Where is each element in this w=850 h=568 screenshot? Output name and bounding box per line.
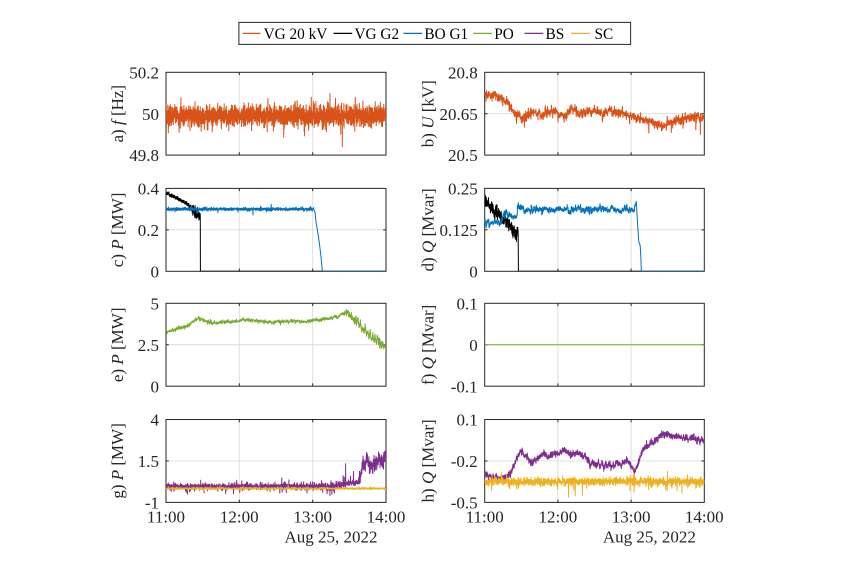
svg-text:-0.1: -0.1 bbox=[451, 377, 478, 396]
svg-text:49.8: 49.8 bbox=[129, 146, 159, 165]
svg-text:0: 0 bbox=[469, 262, 478, 281]
svg-text:12:00: 12:00 bbox=[220, 508, 259, 527]
svg-text:14:00: 14:00 bbox=[685, 508, 724, 527]
svg-text:Aug 25, 2022: Aug 25, 2022 bbox=[284, 528, 377, 547]
svg-text:11:00: 11:00 bbox=[147, 508, 185, 527]
svg-text:50.2: 50.2 bbox=[129, 63, 159, 82]
svg-text:0.2: 0.2 bbox=[138, 221, 159, 240]
svg-text:BO G1: BO G1 bbox=[424, 26, 468, 43]
svg-text:d) Q [Mvar]: d) Q [Mvar] bbox=[419, 188, 438, 271]
svg-text:5: 5 bbox=[151, 294, 160, 313]
svg-text:50: 50 bbox=[142, 105, 159, 124]
svg-text:0: 0 bbox=[469, 336, 478, 355]
svg-text:20.8: 20.8 bbox=[448, 63, 478, 82]
svg-text:4: 4 bbox=[151, 411, 160, 430]
svg-text:VG 20 kV: VG 20 kV bbox=[264, 26, 328, 43]
svg-text:f) Q [Mvar]: f) Q [Mvar] bbox=[419, 305, 438, 385]
svg-text:-0.2: -0.2 bbox=[451, 452, 478, 471]
svg-text:SC: SC bbox=[595, 26, 614, 43]
svg-text:-1: -1 bbox=[145, 494, 159, 513]
svg-text:0.25: 0.25 bbox=[448, 180, 478, 199]
svg-text:20.65: 20.65 bbox=[439, 105, 477, 124]
svg-text:g) P [MW]: g) P [MW] bbox=[108, 423, 127, 499]
svg-text:0.4: 0.4 bbox=[138, 180, 160, 199]
svg-text:14:00: 14:00 bbox=[367, 508, 406, 527]
svg-text:a) f [Hz]: a) f [Hz] bbox=[108, 85, 127, 143]
svg-text:0: 0 bbox=[151, 377, 160, 396]
svg-text:11:00: 11:00 bbox=[466, 508, 504, 527]
svg-text:BS: BS bbox=[546, 26, 565, 43]
svg-text:12:00: 12:00 bbox=[539, 508, 578, 527]
svg-text:0.1: 0.1 bbox=[456, 411, 477, 430]
svg-text:13:00: 13:00 bbox=[612, 508, 651, 527]
svg-text:PO: PO bbox=[494, 26, 514, 43]
svg-text:2.5: 2.5 bbox=[138, 336, 159, 355]
svg-text:13:00: 13:00 bbox=[293, 508, 332, 527]
svg-text:0: 0 bbox=[151, 262, 160, 281]
svg-text:h) Q [Mvar]: h) Q [Mvar] bbox=[419, 419, 438, 502]
svg-text:e) P [MW]: e) P [MW] bbox=[108, 308, 127, 383]
svg-text:0.1: 0.1 bbox=[456, 294, 477, 313]
svg-text:c) P [MW]: c) P [MW] bbox=[108, 193, 127, 268]
svg-text:Aug 25, 2022: Aug 25, 2022 bbox=[603, 528, 696, 547]
svg-text:1.5: 1.5 bbox=[138, 452, 159, 471]
svg-text:0.125: 0.125 bbox=[439, 221, 477, 240]
svg-text:VG G2: VG G2 bbox=[355, 26, 400, 43]
svg-text:20.5: 20.5 bbox=[448, 146, 478, 165]
svg-text:-0.5: -0.5 bbox=[451, 494, 478, 513]
svg-text:b) U [kV]: b) U [kV] bbox=[419, 80, 438, 147]
